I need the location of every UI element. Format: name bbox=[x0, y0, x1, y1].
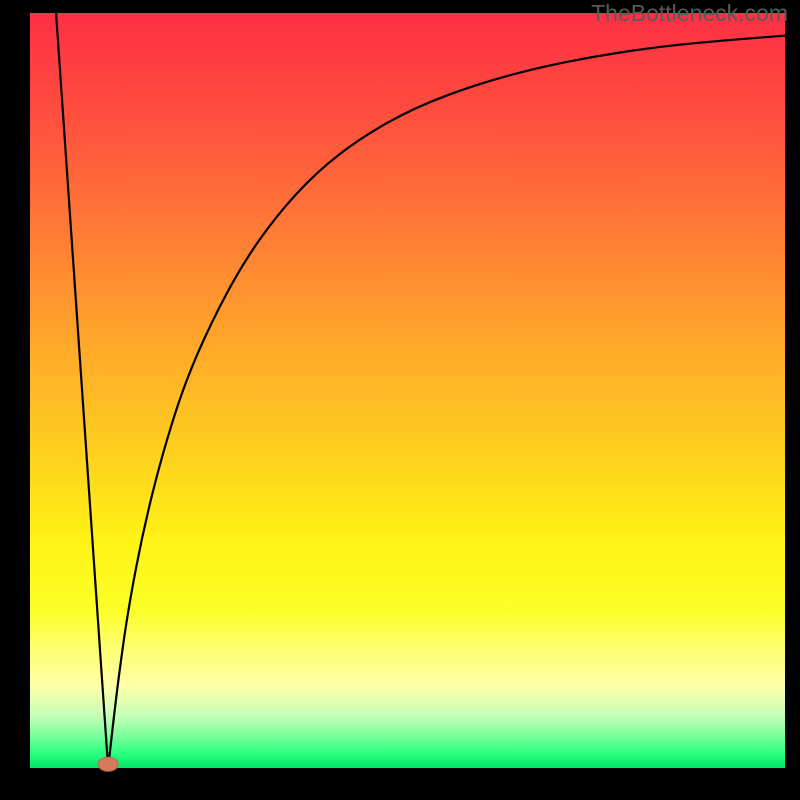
minimum-marker bbox=[98, 757, 118, 771]
plot-background bbox=[30, 13, 785, 768]
chart-container: TheBottleneck.com bbox=[0, 0, 800, 800]
chart-svg bbox=[0, 0, 800, 800]
watermark-text: TheBottleneck.com bbox=[591, 0, 788, 27]
